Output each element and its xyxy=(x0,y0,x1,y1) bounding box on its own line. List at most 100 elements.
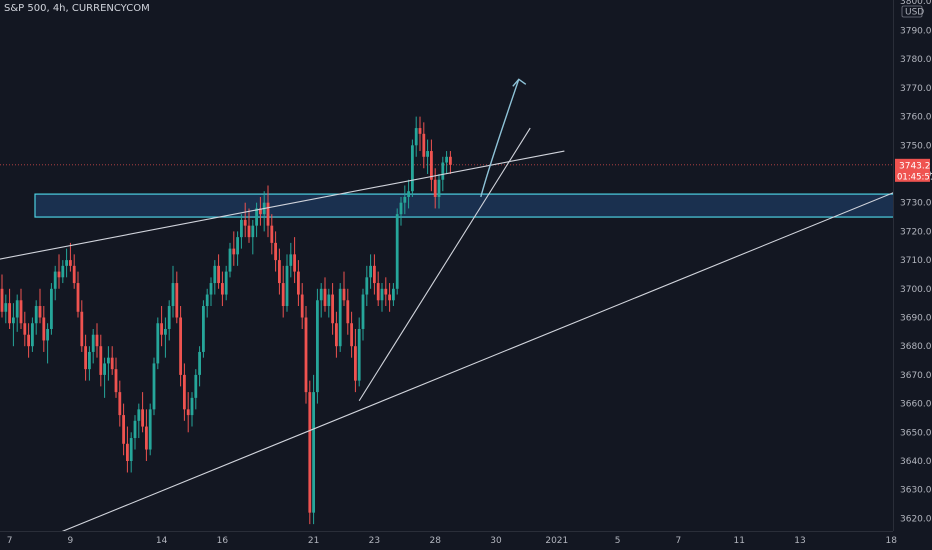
candle-body xyxy=(259,208,262,215)
candle-body xyxy=(107,357,110,364)
candle xyxy=(247,208,251,243)
candle xyxy=(205,288,209,318)
candle xyxy=(213,260,217,295)
candle-body xyxy=(27,334,30,347)
candle xyxy=(422,122,426,169)
candle xyxy=(110,346,114,375)
candle xyxy=(380,283,384,312)
candle-body xyxy=(350,323,353,347)
candle xyxy=(289,242,293,278)
candle xyxy=(27,323,30,358)
candle-body xyxy=(243,219,247,226)
price-tick-label: 3690.0 xyxy=(900,314,932,324)
candle-body xyxy=(175,283,179,318)
candle xyxy=(160,306,163,347)
candle-body xyxy=(167,306,171,329)
price-tick-label: 3720.0 xyxy=(900,227,932,237)
candle xyxy=(99,334,103,387)
price-tick-label: 3700.0 xyxy=(900,285,932,295)
candle xyxy=(186,392,190,433)
candle xyxy=(243,202,247,238)
candle-body xyxy=(88,351,91,370)
time-tick-label: 9 xyxy=(68,536,74,546)
price-tick-label: 3750.0 xyxy=(900,141,932,151)
candle-body xyxy=(80,311,84,347)
price-tick-label: 3760.0 xyxy=(900,113,932,123)
candle xyxy=(297,260,300,307)
candle xyxy=(19,288,23,329)
candle-body xyxy=(118,392,122,416)
candle-body xyxy=(99,346,103,375)
candle xyxy=(274,231,277,272)
candle xyxy=(414,116,418,157)
candle-body xyxy=(228,248,232,272)
candle xyxy=(319,283,323,318)
candle-body xyxy=(335,323,338,347)
time-tick-label: 30 xyxy=(490,536,502,546)
candles xyxy=(0,116,452,525)
candle-body xyxy=(194,374,198,398)
candle xyxy=(304,306,308,404)
candle-body xyxy=(300,294,304,318)
candle-body xyxy=(91,334,95,352)
price-tick-label: 3710.0 xyxy=(900,256,932,266)
candle-body xyxy=(8,303,11,324)
candle-body xyxy=(338,288,342,347)
candle-body xyxy=(46,328,49,341)
candle xyxy=(50,283,53,335)
candle-body xyxy=(346,300,350,324)
candle xyxy=(183,363,186,421)
candle-body xyxy=(308,392,312,513)
candle-body xyxy=(414,128,418,146)
candle xyxy=(270,214,274,255)
candle-body xyxy=(384,288,388,295)
candle-body xyxy=(133,420,137,439)
time-tick-label: 16 xyxy=(217,536,229,546)
candle-body xyxy=(281,283,285,307)
candle-body xyxy=(392,288,395,301)
candle-body xyxy=(57,271,61,278)
candle-body xyxy=(148,409,152,450)
candle-body xyxy=(433,179,437,197)
candle xyxy=(373,254,376,295)
candle-body xyxy=(152,363,156,410)
plot-area xyxy=(0,78,893,531)
candle xyxy=(46,323,49,364)
candle xyxy=(323,277,327,312)
candle xyxy=(327,288,331,318)
candle-body xyxy=(213,265,217,284)
candle xyxy=(23,311,27,347)
candle-body xyxy=(240,219,243,238)
candle-body xyxy=(72,265,76,284)
candle-body xyxy=(4,303,8,312)
candle xyxy=(418,116,422,152)
data-source: CURRENCYCOM xyxy=(71,3,150,14)
candle xyxy=(175,271,179,324)
last-price-label xyxy=(895,158,930,182)
symbol-name: S&P 500 xyxy=(4,3,47,14)
price-tick-label: 3630.0 xyxy=(900,486,932,496)
candle-body xyxy=(31,323,34,347)
candle-body xyxy=(365,277,369,295)
candle xyxy=(15,294,19,332)
candle-body xyxy=(285,265,289,307)
projection-arrowhead xyxy=(512,78,527,87)
candle xyxy=(388,283,391,312)
candle xyxy=(65,248,68,278)
candle xyxy=(31,317,34,352)
candle-body xyxy=(255,208,258,226)
candle-body xyxy=(50,288,53,329)
candle-body xyxy=(361,294,365,329)
candle xyxy=(141,392,144,433)
candle-body xyxy=(323,288,327,307)
projection-arrow xyxy=(480,79,520,198)
candle xyxy=(335,311,338,358)
trendline xyxy=(61,192,893,531)
candle-body xyxy=(217,265,220,284)
interval: 4h xyxy=(52,3,66,14)
candle-body xyxy=(297,271,300,295)
candle xyxy=(145,409,148,461)
price-tick-label: 3660.0 xyxy=(900,400,932,410)
candle-body xyxy=(164,328,167,335)
